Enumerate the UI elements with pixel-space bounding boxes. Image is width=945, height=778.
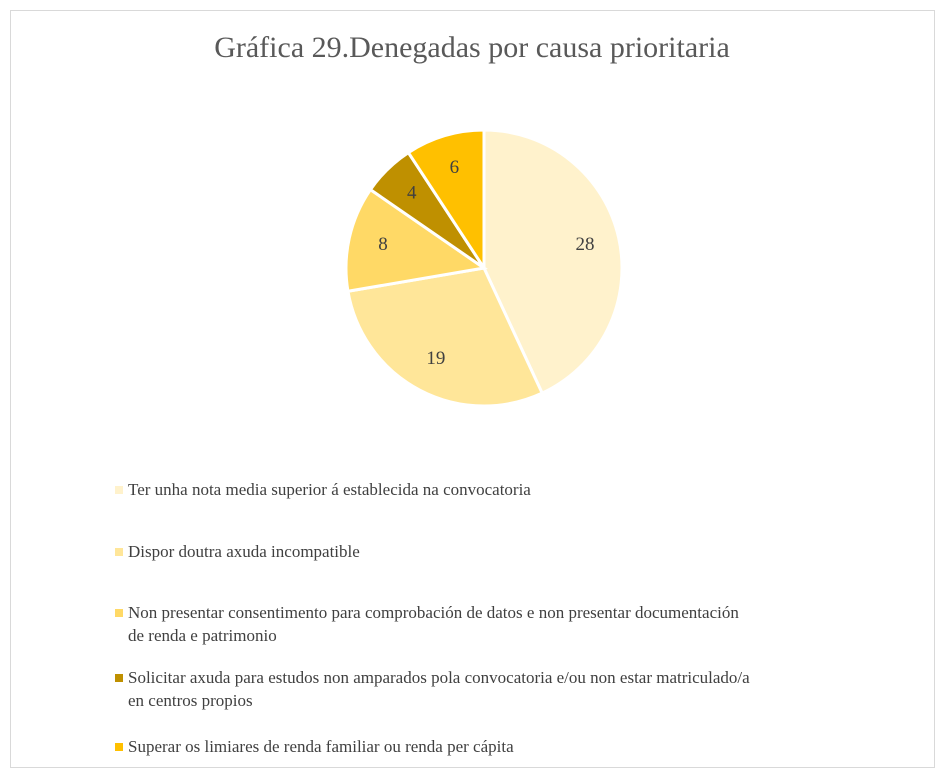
legend-label: Non presentar consentimento para comprob… xyxy=(128,603,739,645)
legend-swatch xyxy=(115,674,123,682)
data-label: 8 xyxy=(378,234,388,255)
legend-entry: Solicitar axuda para estudos non amparad… xyxy=(115,666,755,712)
legend-swatch xyxy=(115,609,123,617)
pie-slice xyxy=(346,266,545,408)
data-label: 4 xyxy=(407,182,417,203)
legend-entry: Dispor doutra axuda incompatible xyxy=(115,540,755,563)
legend-entry: Ter unha nota media superior á estableci… xyxy=(115,478,755,501)
chart-title: Gráfica 29.Denegadas por causa prioritar… xyxy=(214,31,730,64)
pie-slice xyxy=(406,128,486,274)
pie-slice xyxy=(344,187,488,293)
legend-label: Superar os limiares de renda familiar ou… xyxy=(128,737,514,756)
legend-entry: Non presentar consentimento para comprob… xyxy=(115,601,755,647)
legend-label: Dispor doutra axuda incompatible xyxy=(128,542,360,561)
legend-swatch xyxy=(115,743,123,751)
data-label: 19 xyxy=(426,348,445,369)
legend-swatch xyxy=(115,486,123,494)
data-label: 28 xyxy=(576,234,595,255)
legend-swatch xyxy=(115,548,123,556)
data-label: 6 xyxy=(450,157,460,178)
legend-entry: Superar os limiares de renda familiar ou… xyxy=(115,735,755,758)
pie-slice xyxy=(482,128,624,396)
legend-label: Solicitar axuda para estudos non amparad… xyxy=(128,668,750,710)
legend-label: Ter unha nota media superior á estableci… xyxy=(128,480,531,499)
